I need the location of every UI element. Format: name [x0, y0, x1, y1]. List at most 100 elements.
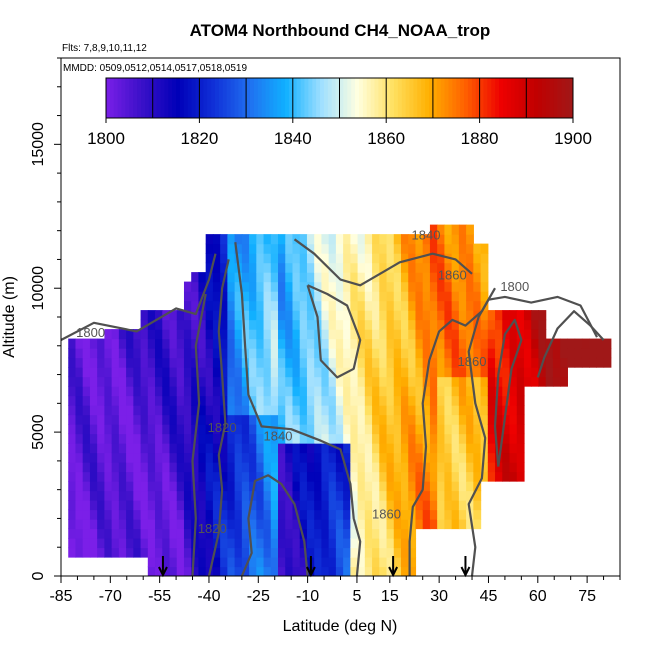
colorbar-segment — [242, 78, 247, 118]
heat-cell — [386, 281, 395, 292]
colorbar-segment — [545, 78, 551, 118]
heat-cell — [256, 481, 265, 492]
heat-cell — [147, 471, 156, 482]
heat-cell — [372, 547, 380, 558]
heat-cell — [68, 405, 77, 416]
heat-cell — [299, 462, 308, 473]
heat-cell — [212, 234, 221, 245]
heat-cell — [364, 281, 373, 292]
heat-cell — [321, 490, 330, 501]
heat-cell — [220, 376, 228, 387]
heat-cell — [372, 509, 380, 520]
heat-cell — [140, 310, 149, 321]
contour-line — [408, 287, 496, 576]
heat-cell — [401, 509, 409, 520]
x-tick-label: 30 — [430, 588, 448, 605]
heat-cell — [205, 471, 214, 482]
heat-cell — [314, 443, 323, 454]
heat-cell — [422, 291, 431, 302]
heat-cell — [176, 319, 185, 330]
heat-cell — [198, 566, 207, 576]
colorbar-segment — [491, 78, 496, 118]
heat-cell — [379, 471, 388, 482]
heat-cell — [191, 367, 200, 378]
heat-cell — [314, 281, 323, 292]
heat-cell — [299, 348, 308, 359]
heat-cell — [212, 566, 221, 576]
heat-cell — [299, 300, 308, 311]
heat-cell — [285, 433, 294, 444]
heat-cell — [487, 462, 496, 473]
heat-cell — [429, 500, 438, 511]
heat-cell — [97, 414, 105, 425]
heat-cell — [314, 300, 323, 311]
heat-cell — [97, 471, 105, 482]
heat-cell — [444, 433, 453, 444]
heat-cell — [220, 538, 228, 549]
heat-cell — [249, 557, 257, 568]
heat-cell — [118, 547, 127, 558]
colorbar-segment — [569, 78, 574, 118]
colorbar-segment — [549, 78, 555, 118]
heat-cell — [198, 433, 207, 444]
heat-cell — [205, 329, 214, 340]
heat-cell — [538, 367, 547, 378]
heat-cell — [401, 386, 409, 397]
heat-cell — [487, 452, 496, 463]
heat-cell — [379, 547, 388, 558]
heat-cell — [444, 243, 453, 254]
heat-cell — [408, 433, 417, 444]
colorbar-segment — [106, 78, 111, 118]
heat-cell — [292, 291, 301, 302]
heat-cell — [306, 253, 315, 264]
heat-cell — [379, 519, 388, 530]
heat-cell — [335, 281, 344, 292]
heat-cell — [335, 405, 344, 416]
heat-cell — [205, 424, 214, 435]
heat-cell — [321, 300, 330, 311]
x-tick-label: -55 — [148, 588, 171, 605]
heat-cell — [140, 547, 149, 558]
heat-cell — [278, 528, 286, 539]
heat-cell — [429, 490, 438, 501]
heat-cell — [140, 338, 149, 349]
heat-cell — [473, 519, 482, 530]
heat-cell — [314, 291, 323, 302]
heat-cell — [415, 405, 424, 416]
heat-cell — [198, 272, 207, 283]
heat-cell — [343, 291, 351, 302]
heat-cell — [292, 405, 301, 416]
heat-cell — [220, 443, 228, 454]
heat-cell — [176, 433, 185, 444]
heat-cell — [191, 395, 200, 406]
heat-cell — [437, 490, 445, 501]
heat-cell — [147, 405, 156, 416]
x-tick-label: 5 — [352, 588, 361, 605]
heat-cell — [249, 329, 257, 340]
heat-cell — [451, 329, 460, 340]
heat-cell — [393, 395, 402, 406]
heat-cell — [212, 490, 221, 501]
heat-cell — [422, 329, 431, 340]
heat-cell — [241, 300, 250, 311]
colorbar-segment — [405, 78, 411, 118]
heat-cell — [480, 262, 489, 273]
heat-cell — [147, 338, 156, 349]
heat-cell — [285, 319, 294, 330]
heat-cell — [249, 519, 257, 530]
heat-cell — [292, 424, 301, 435]
heat-cell — [401, 281, 409, 292]
heat-cell — [118, 376, 127, 387]
heat-cell — [335, 243, 344, 254]
heat-cell — [227, 310, 236, 321]
heat-cell — [321, 272, 330, 283]
heat-cell — [220, 291, 228, 302]
heat-cell — [386, 528, 395, 539]
heat-cell — [357, 243, 366, 254]
heat-cell — [473, 291, 482, 302]
colorbar-segment — [148, 78, 154, 118]
heat-cell — [133, 433, 142, 444]
heat-cell — [234, 367, 243, 378]
heat-cell — [191, 386, 200, 397]
heat-cell — [191, 462, 200, 473]
